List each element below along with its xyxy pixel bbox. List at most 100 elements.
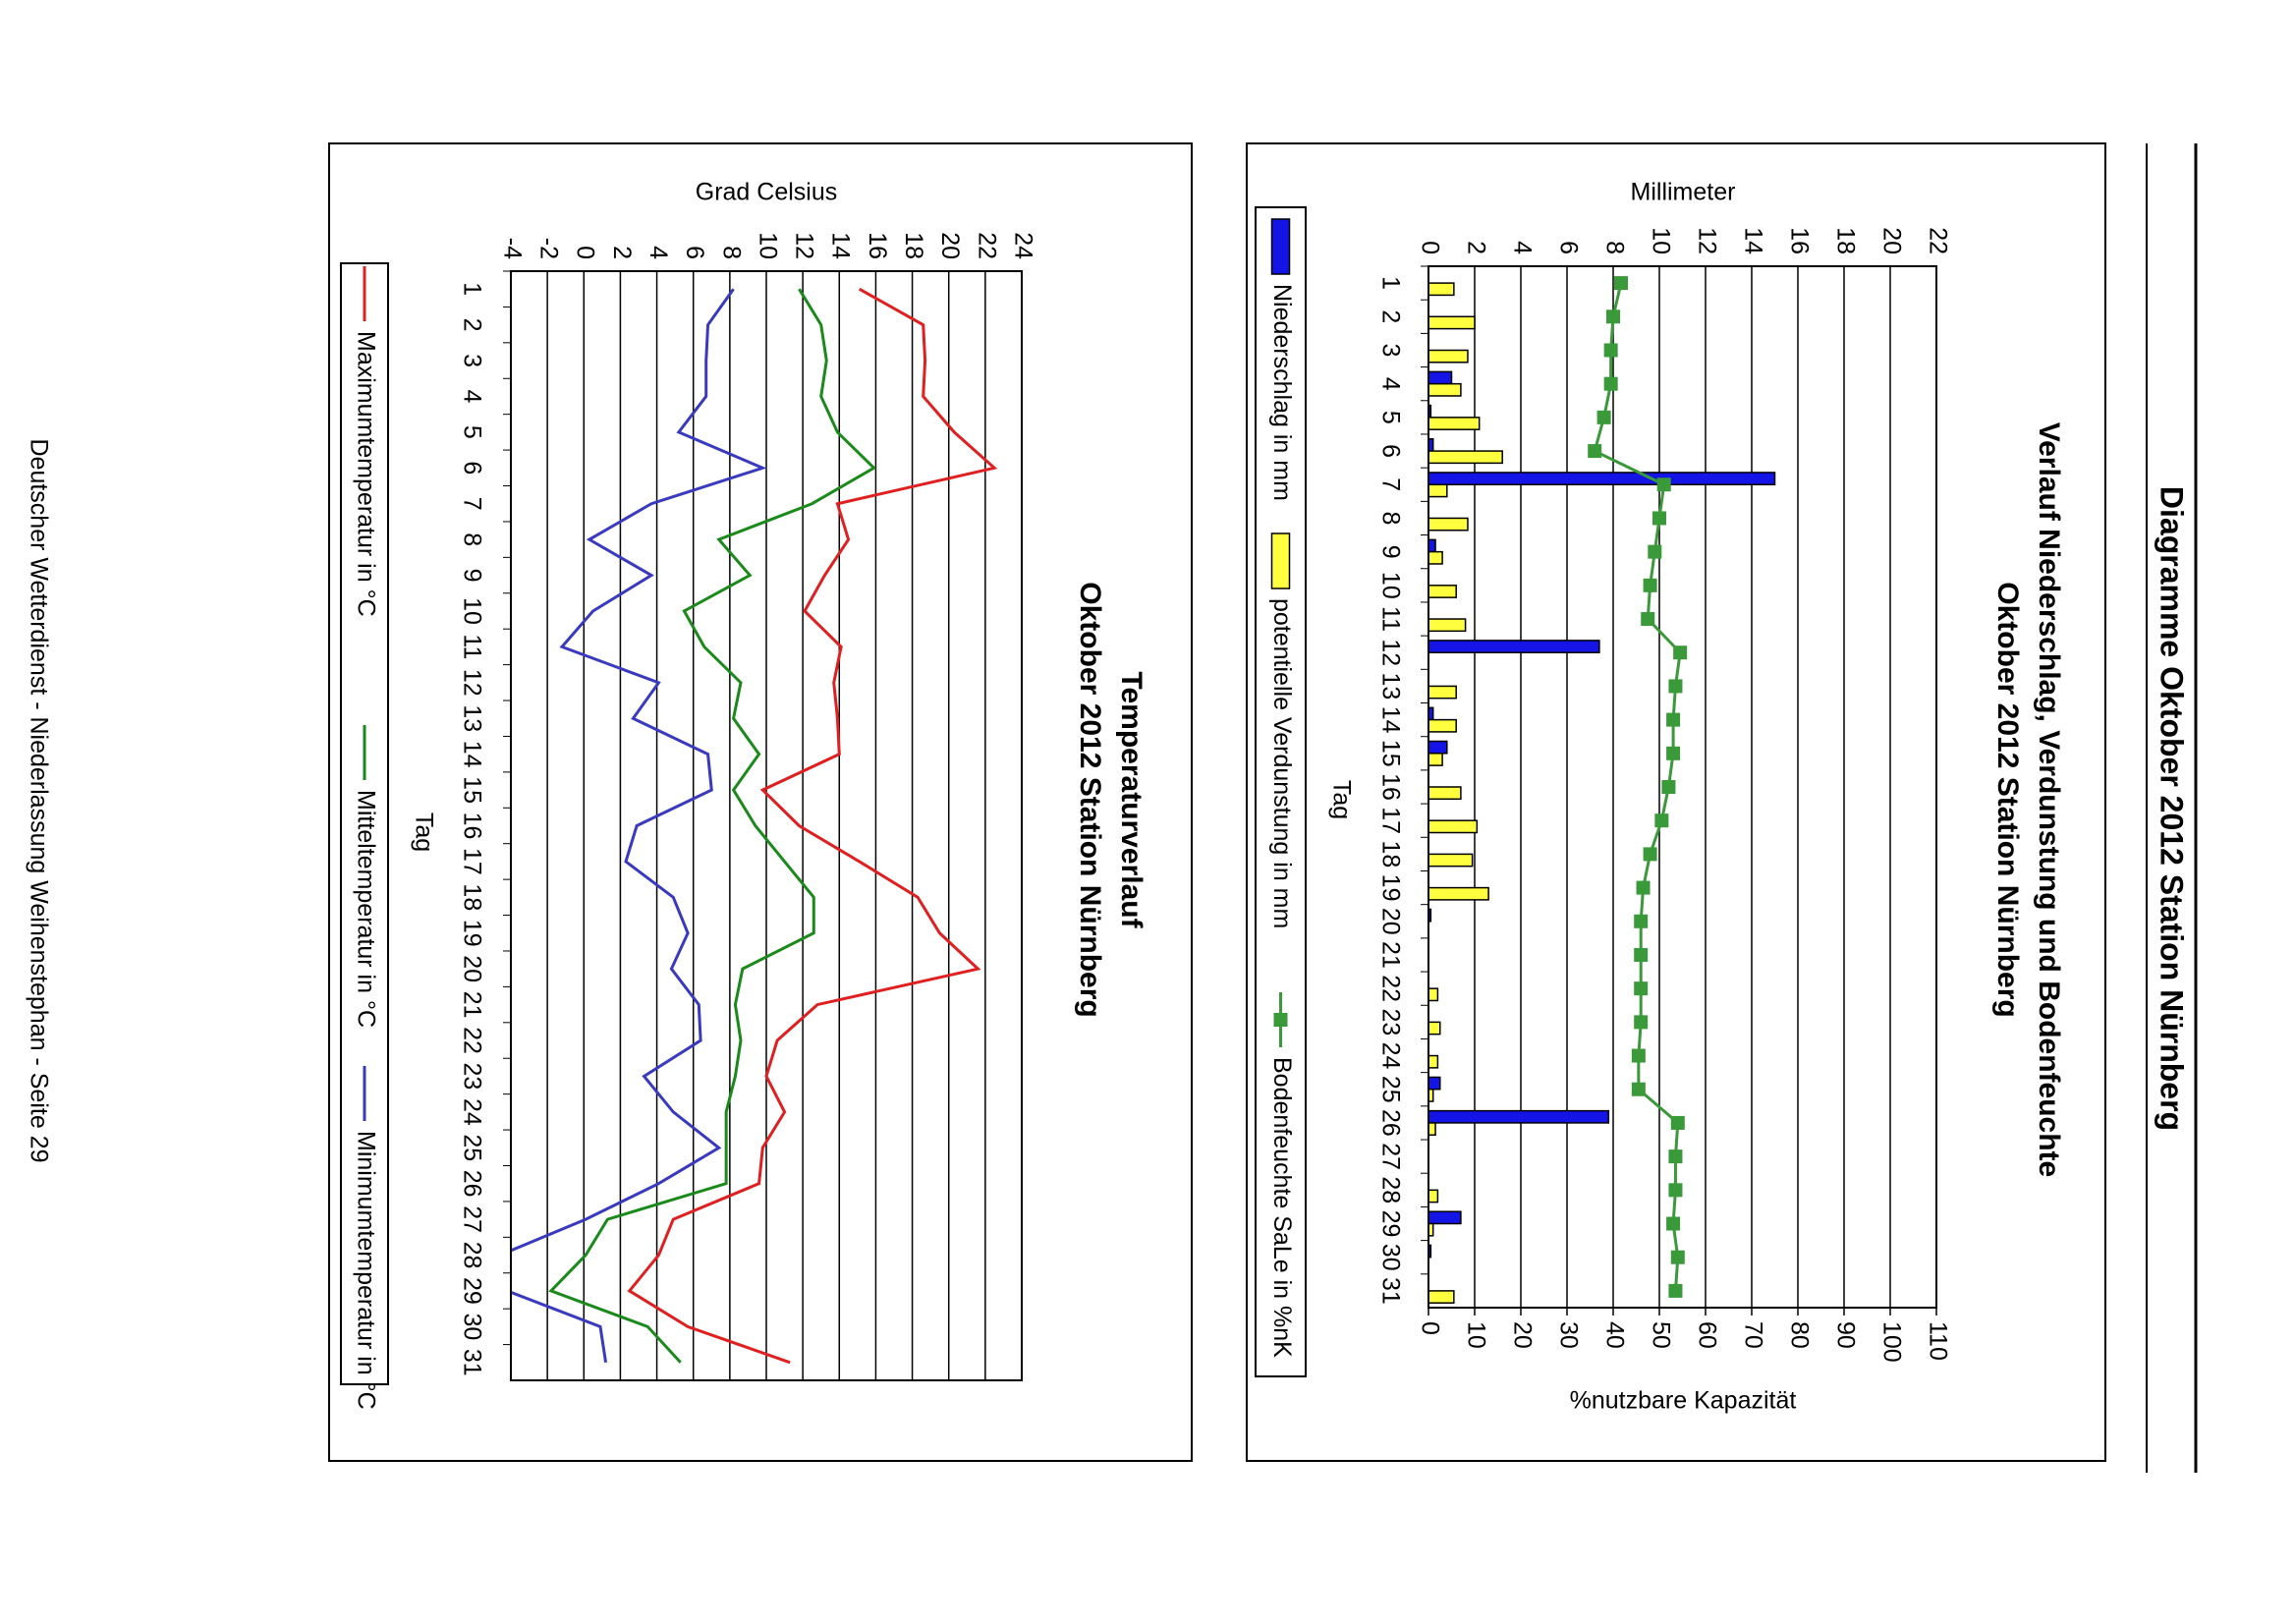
y-axis-label: Grad Celsius [696,179,838,206]
x-tick-label: 8 [1376,511,1404,525]
chart-title: Temperaturverlauf [1115,671,1148,928]
x-tick-label: 6 [1376,444,1404,458]
bar [1427,886,1489,901]
point [1603,343,1618,358]
x-tick-label: 5 [458,425,485,439]
legend-label: Bodenfeuchte SaLe in %nK [1268,1057,1296,1358]
point [1670,1115,1685,1130]
x-tick-label: 13 [458,704,485,732]
x-tick-label: 30 [1376,1244,1404,1271]
rotated-page: Diagramme Oktober 2012 Station Nürnberg … [25,142,2198,1473]
y2-tick-label: 10 [1462,1321,1489,1349]
point [1648,544,1662,559]
y-tick-label: 18 [900,232,927,259]
x-tick-label: 18 [458,883,485,911]
x-tick-label: 22 [458,1027,485,1054]
x-tick-label: 29 [1376,1210,1404,1238]
x-tick-label: 18 [1376,840,1404,868]
y2-tick-label: 90 [1831,1321,1859,1349]
x-tick-label: 26 [458,1170,485,1198]
x-tick-label: 13 [1376,673,1404,700]
legend-box [340,262,389,1385]
x-tick-label: 7 [1376,477,1404,491]
point [1636,880,1651,895]
bar [1427,472,1776,486]
point [1673,645,1688,660]
bar [1427,1021,1441,1036]
bar [1427,282,1455,297]
bar [1427,987,1439,1002]
y2-tick-label: 100 [1877,1321,1905,1363]
x-tick-label: 11 [458,634,485,659]
y2-tick-label: 70 [1739,1321,1766,1349]
y2-tick-label: 40 [1600,1321,1628,1349]
x-tick-label: 26 [1376,1109,1404,1137]
point [1603,376,1618,391]
x-tick-label: 23 [1376,1008,1404,1036]
bar [1427,370,1453,385]
x-tick-label: 5 [1376,411,1404,424]
x-tick-label: 25 [458,1134,485,1161]
x-tick-label: 28 [458,1242,485,1269]
y-axis-label: Millimeter [1631,179,1736,206]
bar [1427,585,1457,598]
point [1588,444,1602,459]
footer: Deutscher Wetterdienst - Niederlassung W… [25,439,52,1163]
bar [1427,417,1481,430]
bar [1427,1189,1439,1204]
point [1656,477,1671,492]
bar [1427,853,1474,868]
bar [1427,550,1443,565]
y-tick-label: 22 [1924,227,1951,254]
bar [1427,1210,1462,1225]
bar [1427,1054,1439,1069]
x-tick-label: 6 [458,461,485,475]
x-tick-label: 16 [1376,773,1404,801]
point [1631,1048,1646,1063]
point [1641,612,1655,627]
legend-label: potentielle Verdunstung in mm [1268,598,1296,928]
x-tick-label: 4 [1376,377,1404,391]
x-tick-label: 2 [1376,309,1404,323]
x-tick-label: 25 [1376,1076,1404,1103]
x-tick-label: 4 [458,390,485,404]
y-tick-label: 8 [717,246,745,259]
x-tick-label: 15 [458,776,485,804]
y-tick-label: 18 [1831,227,1859,254]
point [1668,1149,1683,1164]
y-tick-label: 8 [1600,241,1628,254]
x-tick-label: 27 [1376,1143,1404,1170]
x-tick-label: 9 [1376,545,1404,559]
y-tick-label: 10 [754,232,781,259]
y-tick-label: 12 [791,232,818,259]
line [511,288,767,1364]
x-tick-label: 12 [458,669,485,697]
x-tick-label: 23 [458,1063,485,1091]
bar [1427,1122,1436,1136]
chart-frame [1246,142,2106,1462]
bar [1427,483,1448,498]
x-tick-label: 19 [1376,874,1404,902]
bar [1427,786,1462,801]
y-tick-label: 12 [1693,227,1720,254]
bar [1427,382,1462,397]
x-tick-label: 8 [458,532,485,546]
y2-axis-label: %nutzbare Kapazität [1570,1387,1797,1415]
x-tick-label: 24 [1376,1042,1404,1070]
x-tick-label: 21 [1376,941,1404,969]
legend-marker [1273,1013,1288,1027]
bar [1427,618,1467,633]
x-tick-label: 10 [458,597,485,625]
x-tick-label: 1 [1376,276,1404,290]
point [1634,1015,1649,1030]
x-tick-label: 17 [458,848,485,875]
x-tick-label: 1 [458,282,485,296]
y-tick-label: 16 [1785,227,1813,254]
x-tick-label: 21 [458,991,485,1019]
point [1634,914,1649,928]
x-tick-label: 22 [1376,975,1404,1002]
point [1606,309,1620,324]
chart-subtitle: Oktober 2012 Station Nürnberg [1074,582,1106,1017]
chart-title: Verlauf Niederschlag, Verdunstung und Bo… [2033,422,2065,1177]
x-tick-label: 14 [1376,706,1404,734]
